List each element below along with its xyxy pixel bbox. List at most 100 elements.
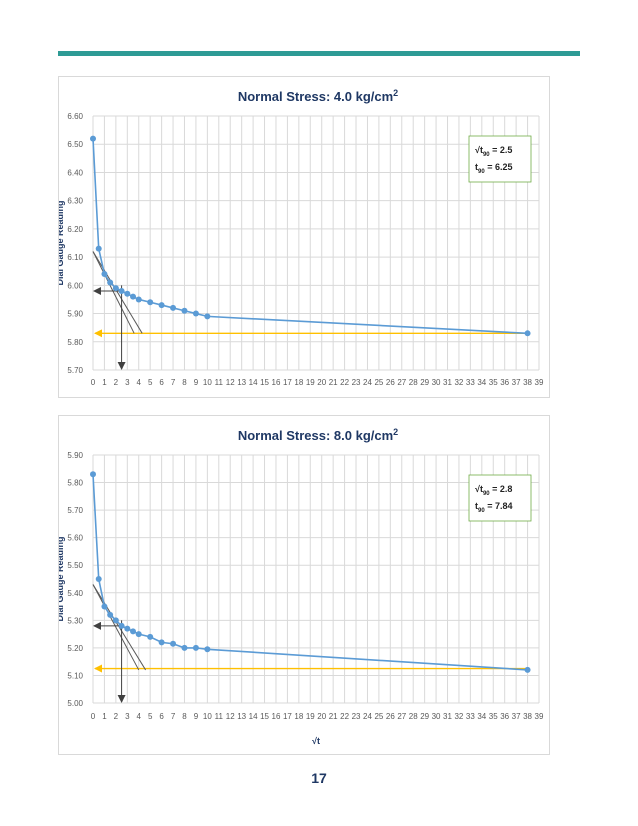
annotation-line-1: √t90 = 2.5: [475, 145, 512, 158]
x-tick-label: 10: [203, 378, 212, 387]
x-tick-label: 20: [317, 378, 326, 387]
data-point: [192, 310, 199, 317]
data-point: [90, 135, 96, 142]
x-tick-label: 2: [114, 378, 119, 387]
x-tick-label: 33: [466, 712, 475, 721]
x-tick-label: 22: [340, 712, 349, 721]
x-axis-title: √t: [312, 736, 320, 746]
chart-title-superscript: 2: [393, 88, 398, 98]
y-tick-label: 6.50: [67, 140, 83, 149]
x-tick-label: 32: [454, 712, 463, 721]
data-point: [124, 290, 131, 297]
series-line: [92, 138, 528, 335]
x-tick-label: 1: [102, 712, 107, 721]
data-point: [107, 279, 114, 286]
x-tick-label: 37: [512, 378, 521, 387]
x-tick-label: 27: [397, 712, 406, 721]
x-tick-label: 26: [386, 712, 395, 721]
series-line: [92, 474, 528, 671]
x-tick-label: 7: [171, 378, 176, 387]
annotation-box: [468, 474, 532, 522]
data-point: [112, 617, 119, 624]
y-axis-title: Dial Gauge Reading: [59, 536, 65, 621]
x-tick-label: 3: [125, 712, 130, 721]
x-tick-label: 13: [237, 378, 246, 387]
x-tick-label: 11: [215, 712, 224, 721]
data-point: [130, 293, 137, 300]
x-tick-label: 15: [260, 712, 269, 721]
data-point: [130, 628, 137, 635]
x-tick-label: 7: [171, 712, 176, 721]
x-tick-label: 22: [340, 378, 349, 387]
x-tick-label: 5: [148, 712, 153, 721]
chart-1-frame: Normal Stress: 4.0 kg/cm2 5.70 5.80 5.90 6.0…: [58, 76, 550, 398]
x-tick-label: 6: [159, 378, 164, 387]
tangent-line: [92, 251, 135, 334]
x-tick-label: 23: [352, 378, 361, 387]
x-tick-label: 39: [535, 378, 544, 387]
data-point: [95, 576, 102, 582]
x-tick-label: 35: [489, 378, 498, 387]
x-tick-label: 16: [272, 378, 281, 387]
y-tick-label: 5.60: [67, 534, 83, 543]
annotation-line-1: √t90 = 2.8: [475, 484, 512, 497]
chart-title: Normal Stress: 4.0 kg/cm2: [238, 88, 398, 104]
x-tick-label: 18: [294, 378, 303, 387]
x-tick-label: 37: [512, 712, 521, 721]
data-point: [112, 285, 119, 292]
x-tick-label: 6: [159, 712, 164, 721]
chart-title-main: Normal Stress: 4.0 kg/cm: [238, 89, 393, 104]
data-point: [181, 644, 188, 651]
y-tick-label: 6.20: [67, 225, 83, 234]
data-point: [135, 296, 142, 303]
x-tick-label: 21: [329, 712, 338, 721]
x-tick-label: 15: [260, 378, 269, 387]
x-tick-label: 16: [272, 712, 281, 721]
x-tick-label: 36: [500, 378, 509, 387]
chart-title-superscript: 2: [393, 427, 398, 437]
x-tick-label: 34: [477, 378, 486, 387]
x-tick-label: 29: [420, 378, 429, 387]
x-tick-label: 25: [374, 712, 383, 721]
x-tick-label: 30: [432, 378, 441, 387]
x-tick-label: 24: [363, 712, 372, 721]
x-tick-label: 17: [283, 712, 292, 721]
x-tick-label: 4: [137, 712, 142, 721]
x-tick-label: 31: [443, 712, 452, 721]
x-tick-label: 8: [182, 712, 187, 721]
x-tick-label: 14: [249, 712, 258, 721]
data-point: [158, 302, 165, 309]
x-tick-label: 9: [194, 712, 199, 721]
y-tick-label: 5.90: [67, 451, 83, 460]
data-point: [135, 631, 142, 638]
y-tick-label: 5.90: [67, 310, 83, 319]
data-point: [118, 622, 125, 629]
x-tick-label: 5: [148, 378, 153, 387]
x-tick-label: 23: [352, 712, 361, 721]
y-tick-label: 5.10: [67, 671, 83, 680]
y-axis-title: Dial Gauge Reading: [59, 200, 65, 285]
y-tick-label: 5.80: [67, 338, 83, 347]
x-tick-label: 34: [477, 712, 486, 721]
x-tick-label: 35: [489, 712, 498, 721]
x-tick-label: 11: [215, 378, 224, 387]
chart-1: Normal Stress: 4.0 kg/cm25.705.805.906.0…: [59, 88, 544, 387]
chart-title-main: Normal Stress: 8.0 kg/cm: [238, 428, 393, 443]
x-tick-label: 39: [535, 712, 544, 721]
y-tick-label: 5.20: [67, 644, 83, 653]
y-tick-label: 6.00: [67, 281, 83, 290]
data-point: [181, 307, 188, 314]
data-point: [204, 313, 211, 320]
x-tick-label: 38: [523, 712, 532, 721]
x-tick-label: 10: [203, 712, 212, 721]
x-tick-label: 19: [306, 378, 315, 387]
x-tick-label: 30: [432, 712, 441, 721]
y-tick-label: 5.50: [67, 561, 83, 570]
x-tick-label: 32: [454, 378, 463, 387]
x-tick-label: 0: [91, 378, 96, 387]
y-tick-label: 5.70: [67, 506, 83, 515]
data-point: [147, 633, 154, 640]
y-tick-label: 5.80: [67, 479, 83, 488]
data-point: [524, 666, 531, 673]
x-tick-label: 12: [226, 712, 235, 721]
